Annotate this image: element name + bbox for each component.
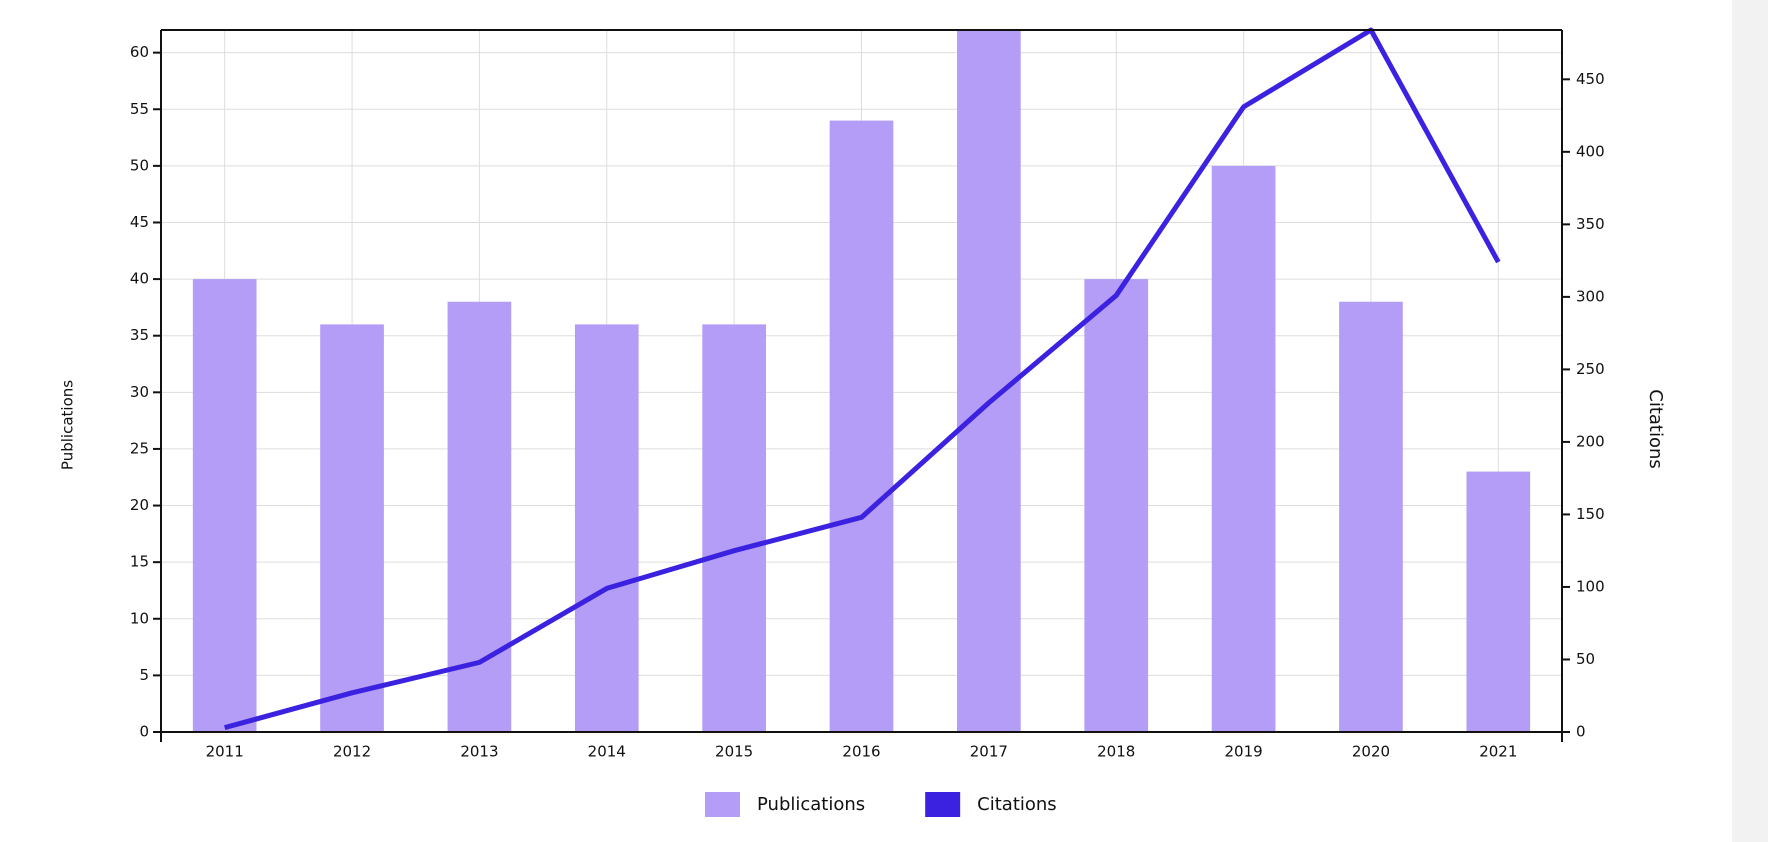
bar — [1466, 471, 1531, 732]
bar — [829, 120, 894, 733]
legend-label: Publications — [757, 794, 865, 815]
y2-axis-label: Citations — [1645, 389, 1666, 469]
bar — [192, 279, 257, 732]
y-tick-label: 60 — [130, 43, 149, 61]
bar — [320, 324, 384, 732]
x-tick-label: 2012 — [333, 743, 371, 761]
x-tick-label: 2014 — [588, 743, 626, 761]
y-tick-label: 5 — [139, 666, 149, 684]
y-tick-label: 40 — [130, 270, 149, 288]
scrollbar — [1732, 0, 1768, 842]
y-tick-label: 25 — [130, 439, 149, 457]
x-tick-label: 2015 — [715, 743, 753, 761]
legend-label: Citations — [977, 794, 1057, 815]
y2-tick-label: 400 — [1576, 142, 1605, 160]
bar — [1084, 279, 1149, 732]
y2-tick-label: 300 — [1576, 287, 1605, 305]
y2-tick-label: 150 — [1576, 505, 1605, 523]
y2-tick-label: 100 — [1576, 577, 1605, 595]
y-tick-label: 15 — [130, 553, 149, 571]
y-tick-label: 0 — [139, 723, 149, 741]
y-tick-label: 35 — [130, 326, 149, 344]
bar — [702, 324, 766, 732]
x-tick-label: 2019 — [1224, 743, 1262, 761]
bar — [574, 324, 639, 732]
y2-tick-label: 200 — [1576, 432, 1605, 450]
x-tick-label: 2018 — [1097, 743, 1135, 761]
y2-tick-label: 50 — [1576, 650, 1595, 668]
y2-tick-label: 450 — [1576, 70, 1605, 88]
bar — [957, 30, 1021, 732]
legend-swatch — [705, 792, 740, 817]
citations-line — [224, 27, 1501, 731]
x-tick-label: 2020 — [1352, 743, 1390, 761]
x-tick-label: 2013 — [460, 743, 498, 761]
y-tick-label: 30 — [130, 383, 149, 401]
y-tick-label: 50 — [130, 156, 149, 174]
bar — [1339, 301, 1403, 732]
y-tick-label: 20 — [130, 496, 149, 514]
x-tick-label: 2016 — [842, 743, 880, 761]
x-tick-label: 2021 — [1479, 743, 1517, 761]
y2-tick-label: 350 — [1576, 215, 1605, 233]
y2-tick-label: 250 — [1576, 360, 1605, 378]
legend-swatch — [925, 792, 961, 817]
bar — [1211, 165, 1276, 732]
y-tick-label: 55 — [130, 100, 149, 118]
y2-tick-label: 0 — [1576, 723, 1586, 741]
y-tick-label: 10 — [130, 609, 149, 627]
y-tick-label: 45 — [130, 213, 149, 231]
y-axis-label: Publications — [59, 380, 77, 470]
x-tick-label: 2011 — [206, 743, 244, 761]
x-tick-label: 2017 — [970, 743, 1008, 761]
